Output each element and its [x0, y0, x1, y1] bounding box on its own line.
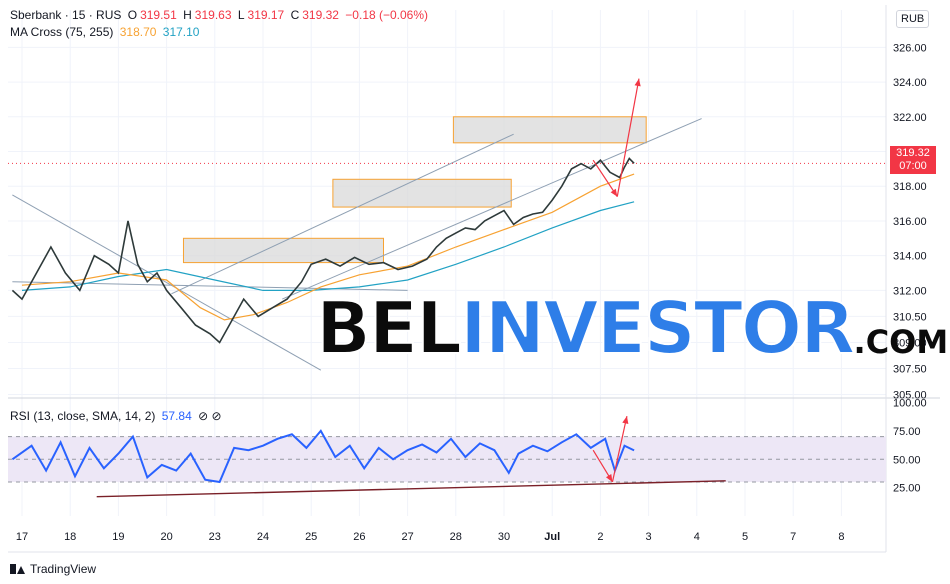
channel-line: [282, 118, 702, 300]
arrow-line: [611, 416, 628, 483]
last-price-value: 319.32: [896, 147, 930, 159]
rsi-line: [11, 429, 635, 484]
ma-slow-line: [21, 201, 635, 291]
open-value: 319.51: [140, 8, 177, 22]
channel-line: [171, 133, 514, 295]
time-tick-label: 23: [209, 531, 221, 543]
time-tick-label: 7: [790, 531, 796, 543]
time-tick-label: 24: [257, 531, 269, 543]
price-tick-label: 326.00: [893, 42, 927, 54]
price-tick-label: 318.00: [893, 181, 927, 193]
time-tick-label: 26: [353, 531, 365, 543]
watermark-part3: .COM: [853, 323, 949, 361]
rsi-label[interactable]: RSI (13, close, SMA, 14, 2): [10, 409, 156, 423]
rsi-header: RSI (13, close, SMA, 14, 2) 57.84 ⊘ ⊘: [10, 409, 225, 423]
rsi-tick-label: 25.00: [893, 483, 921, 495]
watermark-part1: BEL: [315, 285, 463, 371]
grid: [8, 5, 940, 553]
resistance-zone: [332, 178, 512, 208]
price-line: [11, 157, 635, 344]
arrow-line: [616, 78, 640, 197]
time-tick-label: 30: [498, 531, 510, 543]
close-label: C: [290, 8, 300, 22]
tradingview-logo-icon: [10, 564, 25, 574]
price-tick-label: 307.50: [893, 363, 927, 375]
arrow-head: [605, 474, 613, 482]
ma-slow-value: 317.10: [162, 25, 200, 39]
footer-brand-text: TradingView: [30, 562, 97, 576]
time-tick-label: 28: [450, 531, 462, 543]
time-tick-label: 5: [742, 531, 748, 543]
rsi-settings-icons[interactable]: ⊘ ⊘: [198, 409, 222, 423]
time-tick-label: 18: [64, 531, 76, 543]
price-tick-label: 312.00: [893, 285, 927, 297]
time-tick-label: 3: [646, 531, 652, 543]
time-tick-label: 25: [305, 531, 317, 543]
resistance-zone: [182, 237, 384, 264]
change-value: −0.18 (−0.06%): [345, 8, 429, 22]
ma-fast-line: [21, 173, 635, 321]
forecast-arrows: [592, 78, 641, 483]
rsi-trendline: [96, 480, 726, 498]
ma-header: MA Cross (75, 255) 318.70 317.10: [10, 25, 202, 39]
time-tick-label: 17: [16, 531, 28, 543]
arrow-head: [610, 188, 618, 197]
time-tick-label: Jul: [544, 531, 560, 543]
time-tick-label: 2: [597, 531, 603, 543]
time-tick-label: 4: [694, 531, 700, 543]
price-tick-label: 305.00: [893, 390, 927, 402]
price-tick-label: 314.00: [893, 251, 927, 263]
rsi-tick-label: 100.00: [893, 398, 927, 410]
price-tick-label: 316.00: [893, 216, 927, 228]
footer-brand[interactable]: TradingView: [10, 562, 96, 576]
rsi-tick-label: 50.00: [893, 454, 921, 466]
open-label: O: [127, 8, 138, 22]
rsi-value: 57.84: [161, 409, 192, 423]
channel-line: [12, 281, 408, 291]
price-series: [11, 157, 726, 498]
last-price-tag: 319.32 07:00: [890, 146, 936, 174]
high-label: H: [183, 8, 192, 22]
time-tick-label: 8: [838, 531, 844, 543]
time-tick-label: 27: [401, 531, 413, 543]
channel-lines: [8, 118, 886, 371]
low-value: 319.17: [247, 8, 285, 22]
ma-fast-value: 318.70: [119, 25, 157, 39]
price-tick-label: 324.00: [893, 77, 927, 89]
time-tick-label: 19: [112, 531, 124, 543]
price-tick-label: 309.00: [893, 337, 927, 349]
watermark-part2: INVESTOR: [459, 285, 857, 371]
resistance-zones: [182, 116, 647, 264]
symbol-name[interactable]: Sberbank · 15 · RUS: [10, 8, 122, 22]
currency-badge[interactable]: RUB: [896, 10, 930, 28]
ma-label[interactable]: MA Cross (75, 255): [10, 25, 114, 39]
close-value: 319.32: [302, 8, 339, 22]
low-label: L: [237, 8, 245, 22]
arrow-head: [634, 78, 641, 87]
watermark-logo: BELINVESTOR.COM: [315, 285, 949, 371]
price-tick-label: 322.00: [893, 112, 927, 124]
time-tick-label: 20: [160, 531, 172, 543]
channel-line: [12, 194, 322, 371]
price-tick-label: 310.50: [893, 311, 927, 323]
symbol-header: Sberbank · 15 · RUS O 319.51 H 319.63 L 319…: [10, 8, 431, 22]
rsi-tick-label: 75.00: [893, 426, 921, 438]
last-price-time: 07:00: [899, 160, 927, 172]
high-value: 319.63: [194, 8, 232, 22]
resistance-zone: [452, 116, 647, 144]
arrow-head: [622, 416, 629, 425]
